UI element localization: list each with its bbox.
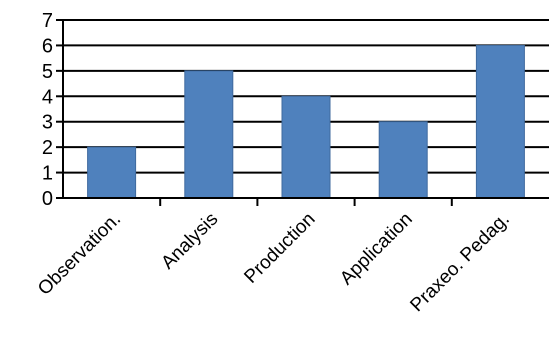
y-tick-label-7: 7 (42, 10, 53, 32)
bar-observation (87, 146, 137, 199)
y-tick-label-5: 5 (42, 61, 53, 83)
bar-application (378, 121, 428, 199)
x-tick-label-praxeo-pedag: Praxeo. Pedag. (406, 209, 513, 316)
axes (56, 19, 549, 206)
y-tick-label-1: 1 (42, 163, 53, 185)
x-tick-label-observation: Observation. (34, 209, 125, 300)
y-tick-label-2: 2 (42, 137, 53, 159)
bars (87, 44, 525, 199)
x-tick-labels: Observation. Analysis Production Applicatio… (34, 209, 514, 316)
x-tick-label-analysis: Analysis (157, 209, 222, 274)
y-tick-label-4: 4 (42, 86, 53, 108)
bar-analysis (184, 70, 234, 199)
y-tick-labels: 0 1 2 3 4 5 6 7 (42, 10, 53, 210)
bar-production (281, 95, 331, 199)
y-tick-label-6: 6 (42, 35, 53, 57)
bar-praxeo-pedag (475, 44, 525, 199)
x-tick-label-application: Application (336, 209, 417, 290)
y-tick-label-0: 0 (42, 188, 53, 210)
y-tick-label-3: 3 (42, 112, 53, 134)
x-tick-label-production: Production (240, 209, 319, 288)
